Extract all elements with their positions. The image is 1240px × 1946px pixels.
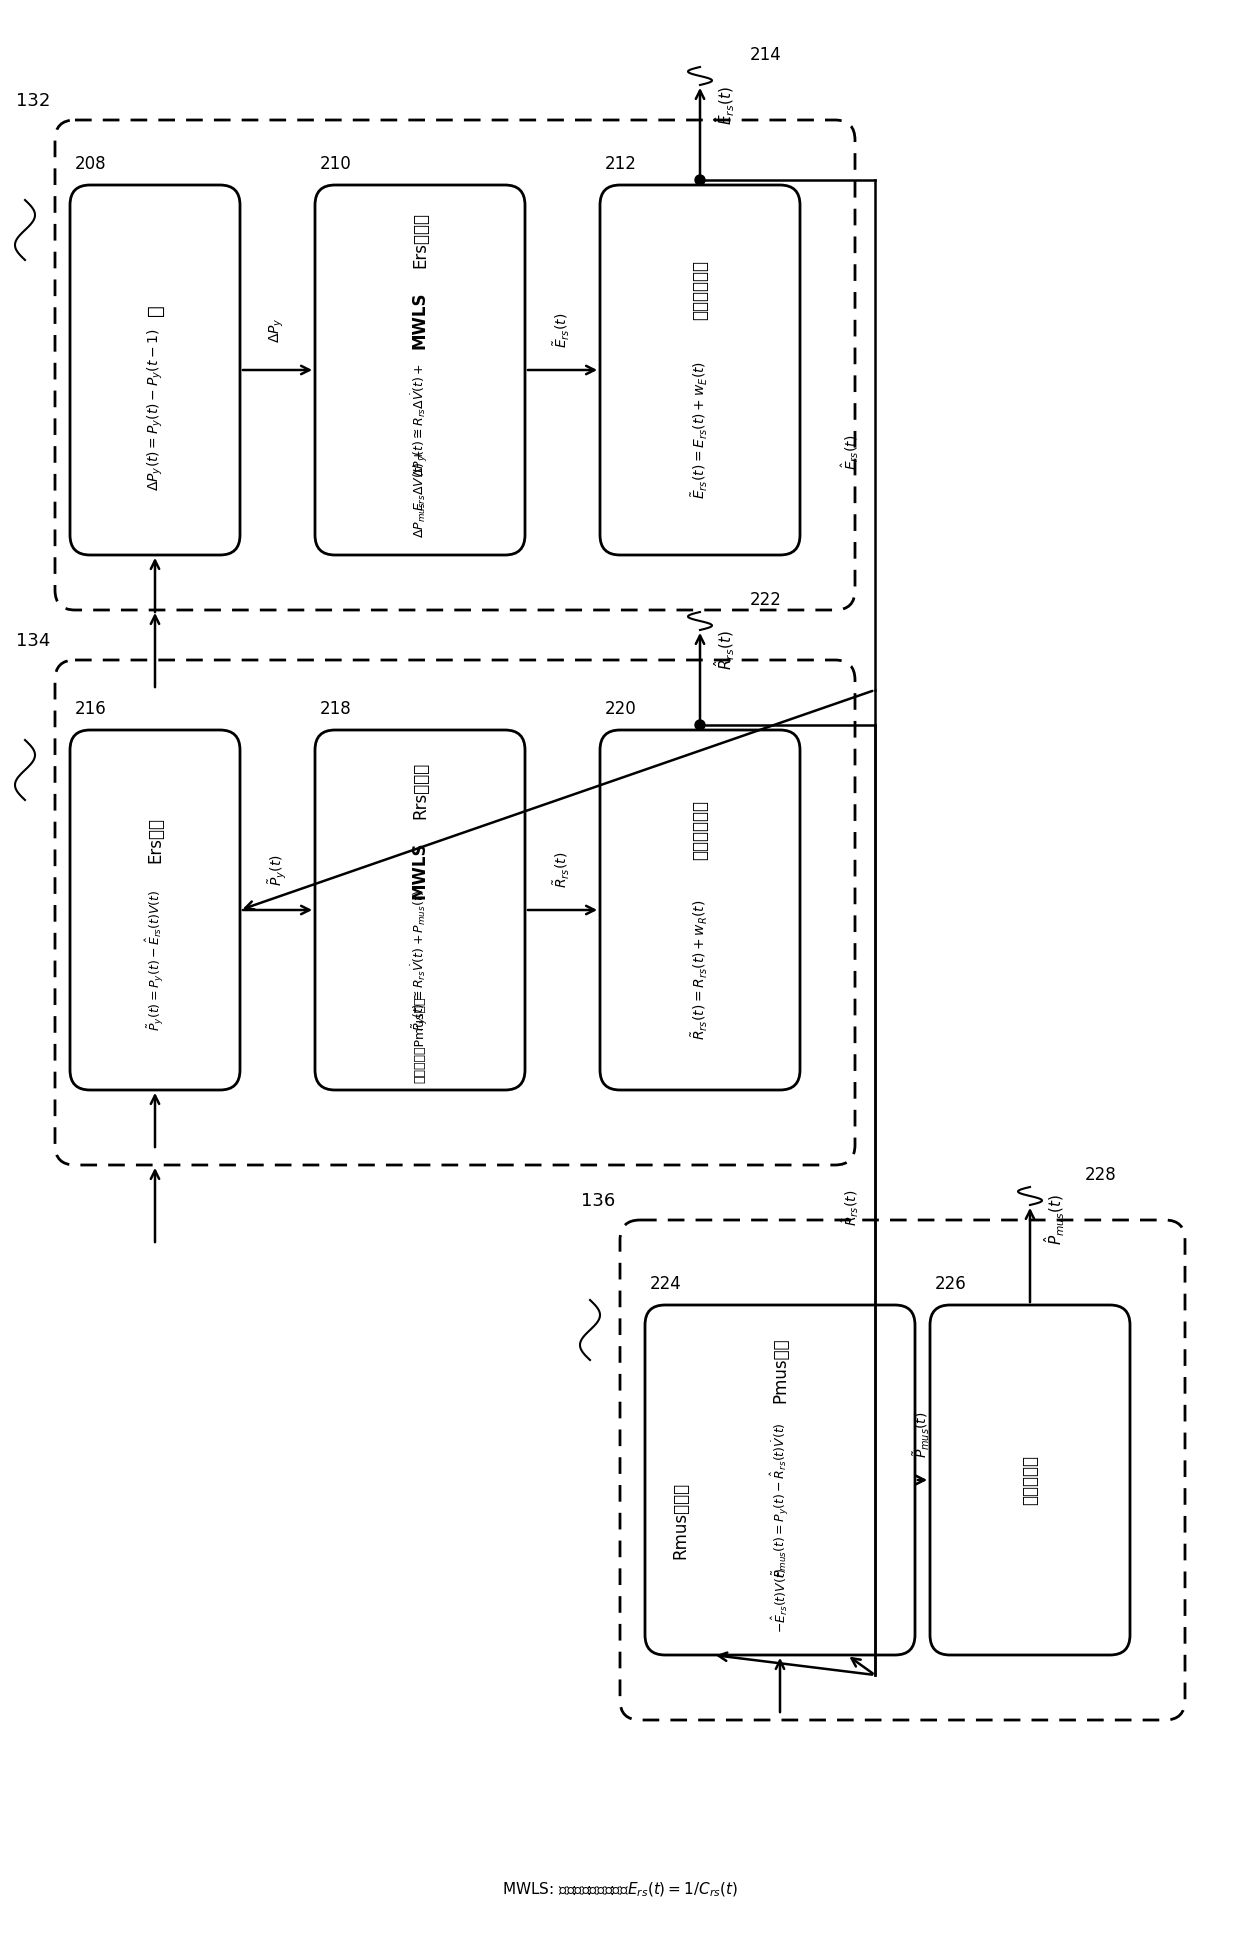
Text: 136: 136 bbox=[580, 1193, 615, 1210]
Text: $\tilde{R}_{rs}(t)$: $\tilde{R}_{rs}(t)$ bbox=[552, 852, 572, 887]
FancyBboxPatch shape bbox=[69, 730, 241, 1090]
Text: MWLS: 移动窗口最小二乘，$E_{rs}(t) = 1/C_{rs}(t)$: MWLS: 移动窗口最小二乘，$E_{rs}(t) = 1/C_{rs}(t)$ bbox=[502, 1880, 738, 1899]
FancyBboxPatch shape bbox=[315, 730, 525, 1090]
Text: $\Delta P_{mus}$: $\Delta P_{mus}$ bbox=[413, 502, 428, 539]
Text: Rrs估计器: Rrs估计器 bbox=[410, 761, 429, 819]
Text: 低通滤波器: 低通滤波器 bbox=[1021, 1456, 1039, 1504]
Text: 卡尔曼滤波器: 卡尔曼滤波器 bbox=[691, 800, 709, 860]
Text: 208: 208 bbox=[74, 156, 107, 173]
Text: $\tilde{P}_{mus}(t) = P_y(t) - \hat{R}_{rs}(t)\dot{V}(t)$: $\tilde{P}_{mus}(t) = P_y(t) - \hat{R}_{… bbox=[769, 1423, 791, 1578]
Text: 216: 216 bbox=[74, 701, 107, 718]
Text: 222: 222 bbox=[750, 592, 782, 609]
Text: 228: 228 bbox=[1085, 1166, 1117, 1183]
Text: $\tilde{E}_{rs}(t)$: $\tilde{E}_{rs}(t)$ bbox=[552, 311, 572, 348]
Text: 212: 212 bbox=[605, 156, 637, 173]
Text: $\hat{P}_{mus}(t)$: $\hat{P}_{mus}(t)$ bbox=[1043, 1195, 1068, 1245]
Text: 具有多项式Pmus模型: 具有多项式Pmus模型 bbox=[413, 996, 427, 1084]
Text: MWLS: MWLS bbox=[410, 292, 429, 348]
Text: $\tilde{P}_{mus}(t)$: $\tilde{P}_{mus}(t)$ bbox=[911, 1411, 932, 1458]
Text: $\Delta P_y$: $\Delta P_y$ bbox=[268, 317, 286, 342]
Text: $\tilde{P}_y(t) = P_y(t) - \hat{E}_{rs}(t)V(t)$: $\tilde{P}_y(t) = P_y(t) - \hat{E}_{rs}(… bbox=[144, 889, 166, 1031]
Text: Pmus计算: Pmus计算 bbox=[771, 1337, 789, 1403]
Text: 224: 224 bbox=[650, 1275, 682, 1292]
Text: 132: 132 bbox=[16, 91, 50, 111]
Text: 卡尔曼滤波器: 卡尔曼滤波器 bbox=[691, 261, 709, 319]
Text: $\hat{R}_{rs}(t)$: $\hat{R}_{rs}(t)$ bbox=[839, 1191, 861, 1226]
Text: Ers估计器: Ers估计器 bbox=[410, 212, 429, 269]
FancyBboxPatch shape bbox=[645, 1306, 915, 1654]
Circle shape bbox=[694, 720, 706, 730]
Text: 220: 220 bbox=[605, 701, 637, 718]
Text: 226: 226 bbox=[935, 1275, 967, 1292]
Text: $\tilde{R}_{rs}(t) = R_{rs}(t) + w_R(t)$: $\tilde{R}_{rs}(t) = R_{rs}(t) + w_R(t)$ bbox=[689, 899, 711, 1041]
Text: 218: 218 bbox=[320, 701, 352, 718]
FancyBboxPatch shape bbox=[930, 1306, 1130, 1654]
Text: $\tilde{E}_{rs}(t) = E_{rs}(t) + w_E(t)$: $\tilde{E}_{rs}(t) = E_{rs}(t) + w_E(t)$ bbox=[689, 360, 711, 498]
Text: 210: 210 bbox=[320, 156, 352, 173]
FancyBboxPatch shape bbox=[600, 185, 800, 555]
Text: $\Delta P_y(t) \cong R_{rs}\Delta\dot{V}(t)+$: $\Delta P_y(t) \cong R_{rs}\Delta\dot{V}… bbox=[409, 362, 430, 477]
Text: $\hat{E}_{rs}(t)$: $\hat{E}_{rs}(t)$ bbox=[713, 86, 737, 125]
Text: Ers消除: Ers消除 bbox=[146, 817, 164, 862]
Text: $\hat{R}_{rs}(t)$: $\hat{R}_{rs}(t)$ bbox=[713, 631, 737, 669]
FancyBboxPatch shape bbox=[600, 730, 800, 1090]
Text: 差: 差 bbox=[145, 304, 165, 315]
Text: $\hat{E}_{rs}(t)$: $\hat{E}_{rs}(t)$ bbox=[839, 436, 861, 471]
Text: Rmus估计器: Rmus估计器 bbox=[671, 1481, 689, 1559]
Text: $\Delta P_y(t) = P_y(t) - P_y(t-1)$: $\Delta P_y(t) = P_y(t) - P_y(t-1)$ bbox=[145, 329, 165, 490]
Text: MWLS: MWLS bbox=[410, 841, 429, 899]
Text: 214: 214 bbox=[750, 47, 781, 64]
Circle shape bbox=[694, 175, 706, 185]
FancyBboxPatch shape bbox=[315, 185, 525, 555]
Text: $- \hat{E}_{rs}(t)V(t)$: $- \hat{E}_{rs}(t)V(t)$ bbox=[770, 1567, 790, 1633]
Text: 134: 134 bbox=[16, 632, 50, 650]
Text: $E_{rs}\Delta V(t)+$: $E_{rs}\Delta V(t)+$ bbox=[412, 450, 428, 512]
Text: $\tilde{P}_y(t) \cong R_{rs}\dot{V}(t) + P_{mus}(t)$: $\tilde{P}_y(t) \cong R_{rs}\dot{V}(t) +… bbox=[409, 889, 430, 1031]
Text: $\tilde{P}_y(t)$: $\tilde{P}_y(t)$ bbox=[267, 854, 288, 885]
FancyBboxPatch shape bbox=[69, 185, 241, 555]
